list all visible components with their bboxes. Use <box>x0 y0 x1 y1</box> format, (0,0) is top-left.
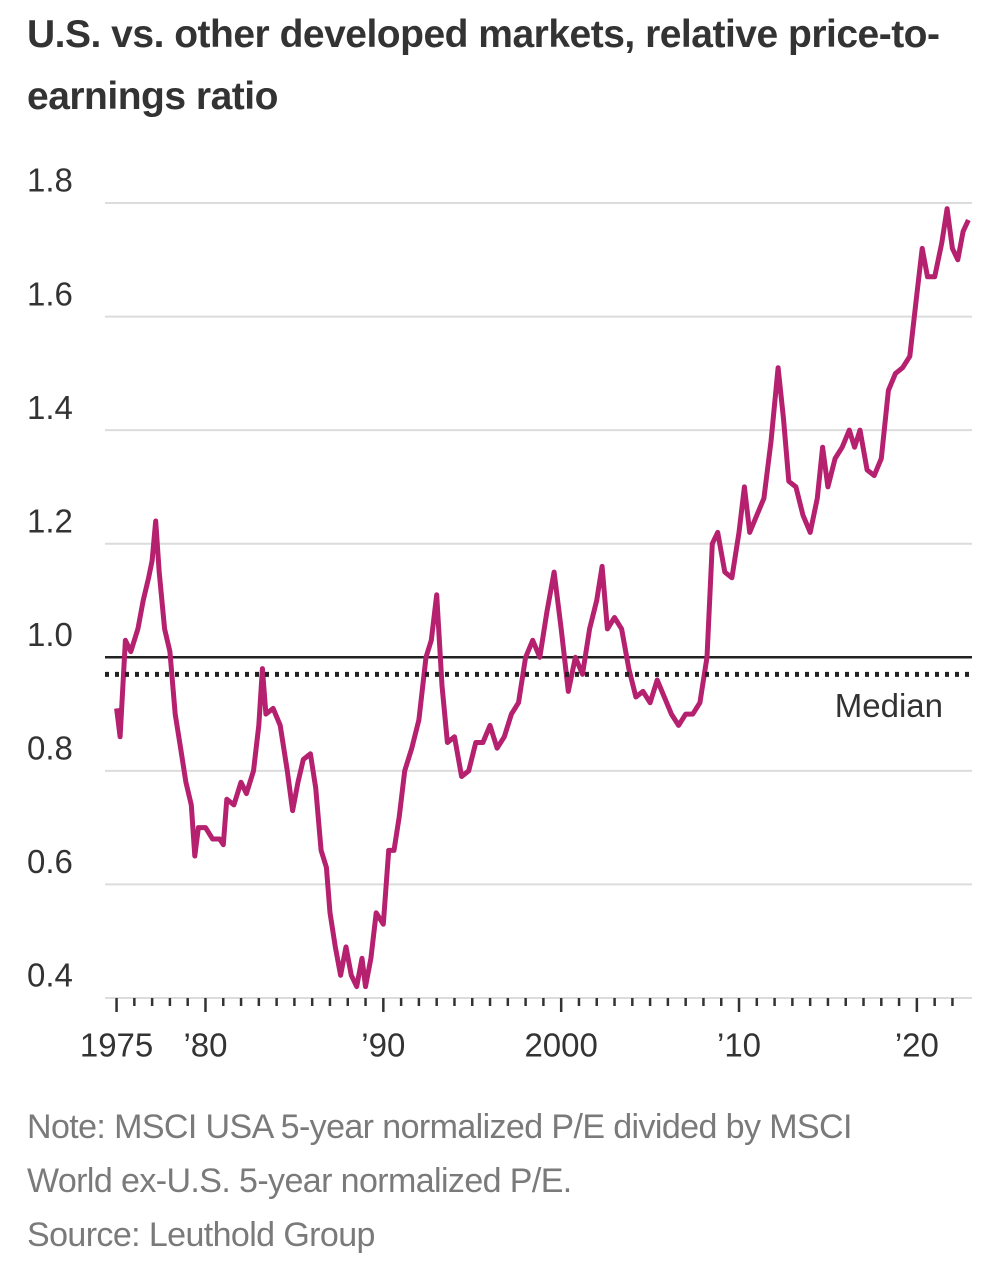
y-tick-label: 0.4 <box>27 957 73 994</box>
x-tick-label: ’80 <box>183 1027 227 1064</box>
y-tick-label: 1.2 <box>27 502 73 539</box>
note: Note: MSCI USA 5-year normalized P/E div… <box>27 1108 852 1200</box>
x-tick-label: ’10 <box>717 1027 761 1064</box>
y-tick-label: 0.6 <box>27 843 73 880</box>
x-tick-label: ’90 <box>361 1027 405 1064</box>
x-tick-label: ’20 <box>895 1027 939 1064</box>
y-tick-label: 1.6 <box>27 275 73 312</box>
chart-title: U.S. vs. other developed markets, relati… <box>27 13 940 118</box>
x-tick-label: 2000 <box>524 1027 597 1064</box>
y-tick-label: 1.4 <box>27 389 73 426</box>
y-tick-label: 0.8 <box>27 730 73 767</box>
y-tick-label: 1.0 <box>27 616 73 653</box>
data-line <box>114 206 971 990</box>
notes: Note: MSCI USA 5-year normalized P/E div… <box>27 1100 932 1262</box>
y-tick-label: 1.8 <box>27 162 73 199</box>
source: Source: Leuthold Group <box>27 1216 375 1254</box>
x-tick-label: 1975 <box>80 1027 153 1064</box>
median-label: Median <box>835 687 943 724</box>
